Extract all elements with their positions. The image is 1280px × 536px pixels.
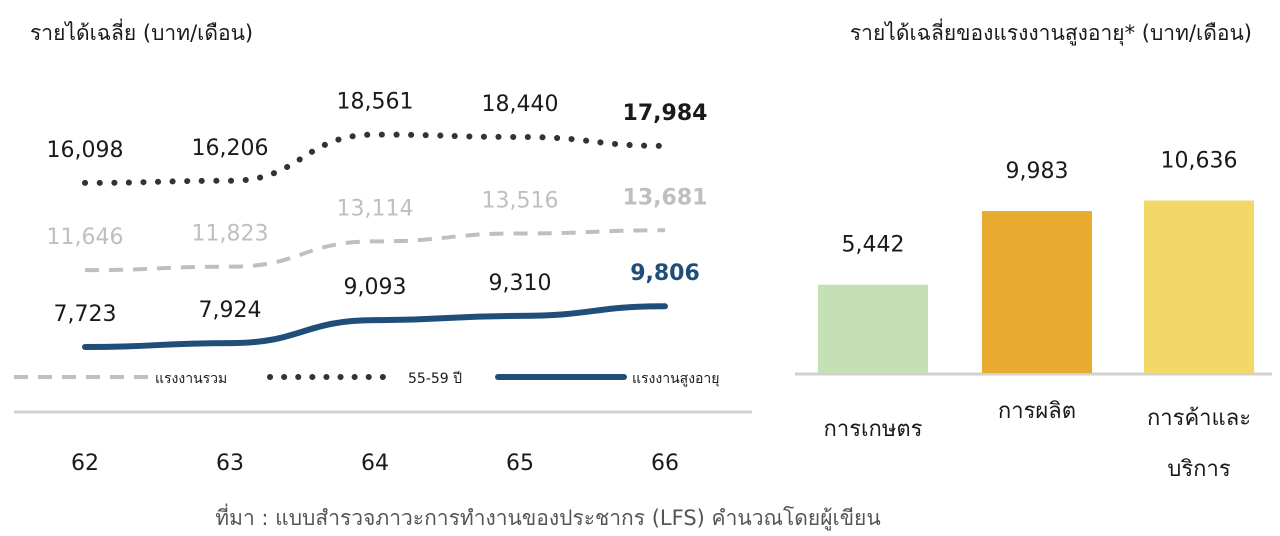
bar-2	[982, 211, 1092, 373]
bar-category-label-2: การผลิต	[998, 399, 1076, 424]
line-chart-title: รายได้เฉลี่ย (บาท/เดือน)	[30, 18, 253, 45]
x-tick-label-2: 63	[216, 451, 244, 476]
data-label-s2-3: 13,114	[337, 196, 414, 221]
data-label-s1-5: 17,984	[623, 101, 708, 126]
bar-1	[818, 284, 928, 373]
data-label-s1-2: 16,206	[192, 136, 269, 161]
data-label-s1-3: 18,561	[337, 90, 414, 115]
x-tick-label-5: 66	[651, 451, 679, 476]
data-label-s3-5: 9,806	[630, 261, 700, 286]
x-tick-label-3: 64	[361, 451, 389, 476]
legend-label-3: แรงงานสูงอายุ	[632, 371, 720, 387]
bar-category-label-1: การเกษตร	[824, 417, 923, 442]
bar-value-label-2: 9,983	[1006, 159, 1069, 184]
x-tick-label-1: 62	[71, 451, 99, 476]
data-label-s3-2: 7,924	[199, 298, 262, 323]
data-label-s2-1: 11,646	[47, 225, 124, 250]
bar-category-label-3-line-2: บริการ	[1167, 457, 1230, 482]
series-line-2	[84, 228, 666, 273]
legend-label-2: 55-59 ปี	[408, 371, 462, 387]
bar-value-label-3: 10,636	[1161, 148, 1238, 173]
data-label-s2-5: 13,681	[623, 185, 708, 210]
data-label-s3-4: 9,310	[489, 271, 552, 296]
data-label-s2-2: 11,823	[192, 222, 269, 247]
data-label-s3-1: 7,723	[54, 302, 117, 327]
data-label-s1-4: 18,440	[482, 92, 559, 117]
bar-value-label-1: 5,442	[842, 233, 905, 258]
data-label-s1-1: 16,098	[47, 138, 124, 163]
bar-chart-title: รายได้เฉลี่ยของแรงงานสูงอายุ* (บาท/เดือน…	[850, 18, 1252, 46]
x-tick-label-4: 65	[506, 451, 534, 476]
data-label-s2-4: 13,516	[482, 188, 559, 213]
legend-label-1: แรงงานรวม	[155, 371, 227, 387]
bar-category-label-3-line-1: การค้าและ	[1147, 406, 1251, 431]
source-note: ที่มา : แบบสำรวจภาวะการทำงานของประชากร (…	[215, 503, 880, 531]
data-label-s3-3: 9,093	[344, 275, 407, 300]
series-line-1	[82, 131, 668, 186]
bar-3	[1144, 200, 1254, 373]
series-line-3	[82, 303, 668, 351]
